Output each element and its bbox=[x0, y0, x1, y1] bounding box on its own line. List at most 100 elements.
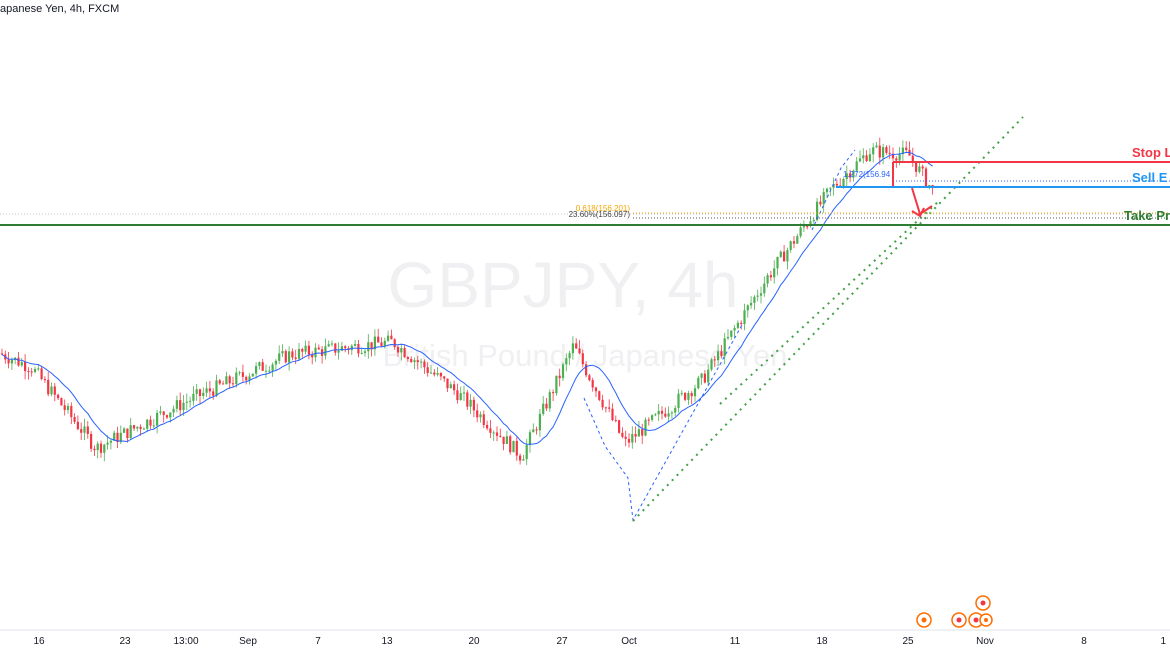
candle-body bbox=[891, 153, 895, 159]
candle-body bbox=[317, 347, 320, 350]
candle-body bbox=[288, 351, 291, 363]
candle-body bbox=[601, 399, 604, 408]
candle-body bbox=[396, 347, 400, 353]
candle-body bbox=[57, 394, 60, 399]
candle-body bbox=[103, 444, 106, 453]
candle-body bbox=[33, 368, 37, 372]
candle-body bbox=[367, 342, 370, 352]
candle-body bbox=[479, 414, 482, 418]
candle-body bbox=[423, 361, 426, 368]
candle-body bbox=[618, 420, 621, 433]
candle-body bbox=[872, 147, 875, 155]
candle-body bbox=[604, 407, 607, 409]
candle-body bbox=[842, 179, 845, 186]
candle-body bbox=[693, 388, 697, 397]
event-flag-icon[interactable] bbox=[951, 612, 967, 628]
event-icons[interactable] bbox=[916, 595, 993, 628]
candle-body bbox=[845, 173, 848, 180]
candle-body bbox=[334, 343, 337, 353]
pattern-line-2 bbox=[811, 149, 856, 231]
candle-body bbox=[809, 221, 812, 227]
candle-body bbox=[387, 335, 390, 341]
candle-body bbox=[799, 227, 802, 237]
candle-body bbox=[119, 432, 122, 443]
candle-body bbox=[548, 392, 551, 409]
candle-body bbox=[710, 359, 713, 370]
candle-body bbox=[261, 362, 264, 371]
candle-body bbox=[304, 345, 307, 352]
candle-body bbox=[301, 349, 304, 352]
candle-body bbox=[344, 346, 347, 349]
candle-body bbox=[202, 392, 205, 396]
candle-body bbox=[509, 436, 512, 453]
candle-body bbox=[284, 351, 287, 363]
candle-body bbox=[10, 359, 13, 364]
candle-body bbox=[30, 371, 33, 373]
candle-body bbox=[717, 351, 720, 361]
candle-body bbox=[185, 401, 188, 403]
candle-body bbox=[416, 360, 419, 363]
candle-body bbox=[779, 251, 782, 257]
candle-body bbox=[152, 425, 155, 427]
candle-body bbox=[340, 346, 343, 351]
candle-body bbox=[179, 400, 182, 411]
candle-body bbox=[297, 349, 301, 359]
candle-body bbox=[70, 406, 73, 418]
candle-body bbox=[581, 353, 584, 365]
candle-body bbox=[136, 426, 139, 429]
candle-body bbox=[159, 411, 162, 413]
candle-body bbox=[792, 241, 796, 244]
candle-body bbox=[43, 379, 46, 381]
candle-body bbox=[746, 305, 749, 311]
candle-body bbox=[786, 250, 789, 262]
candle-body bbox=[330, 343, 334, 345]
candle-body bbox=[555, 375, 558, 394]
candle-body bbox=[578, 348, 581, 354]
candle-body bbox=[165, 415, 169, 418]
candle-body bbox=[591, 380, 594, 388]
candle-body bbox=[552, 392, 555, 394]
candle-body bbox=[888, 152, 891, 154]
x-tick-label: 25 bbox=[902, 636, 914, 647]
candle-body bbox=[63, 405, 66, 410]
candle-body bbox=[400, 347, 403, 353]
candle-body bbox=[476, 410, 479, 418]
candle-body bbox=[390, 335, 393, 340]
fib-label-1272: 1.272(156.94 bbox=[843, 170, 891, 179]
x-tick-label: 18 bbox=[816, 636, 828, 647]
candle-body bbox=[175, 400, 178, 409]
candle-body bbox=[667, 413, 670, 417]
candle-body bbox=[740, 322, 743, 324]
candle-body bbox=[73, 417, 76, 422]
x-tick-label: 8 bbox=[1081, 636, 1087, 647]
candle-body bbox=[96, 443, 99, 451]
candle-body bbox=[660, 410, 664, 414]
candle-body bbox=[83, 426, 86, 433]
candle-body bbox=[228, 376, 231, 384]
candle-body bbox=[571, 343, 574, 354]
projection-arrowhead-icon bbox=[911, 207, 925, 218]
candle-body bbox=[132, 425, 136, 429]
x-tick-label: Sep bbox=[239, 636, 257, 647]
candle-body bbox=[231, 383, 235, 385]
candle-body bbox=[106, 442, 109, 445]
event-flag-icon[interactable] bbox=[975, 595, 991, 611]
candle-body bbox=[314, 347, 317, 358]
candle-body bbox=[812, 220, 815, 222]
candle-body bbox=[410, 358, 413, 363]
candle-body bbox=[901, 147, 904, 155]
candle-body bbox=[446, 378, 449, 389]
candle-body bbox=[713, 359, 716, 361]
candle-body bbox=[37, 368, 40, 370]
candle-body bbox=[294, 357, 297, 359]
candle-body bbox=[205, 388, 208, 393]
event-flag-icon[interactable] bbox=[979, 613, 993, 627]
event-flag-icon[interactable] bbox=[916, 612, 932, 628]
candle-body bbox=[443, 376, 446, 379]
candle-body bbox=[449, 384, 452, 389]
candle-body bbox=[512, 440, 515, 453]
candle-body bbox=[383, 340, 386, 346]
candle-body bbox=[238, 372, 241, 374]
candle-body bbox=[482, 414, 485, 426]
